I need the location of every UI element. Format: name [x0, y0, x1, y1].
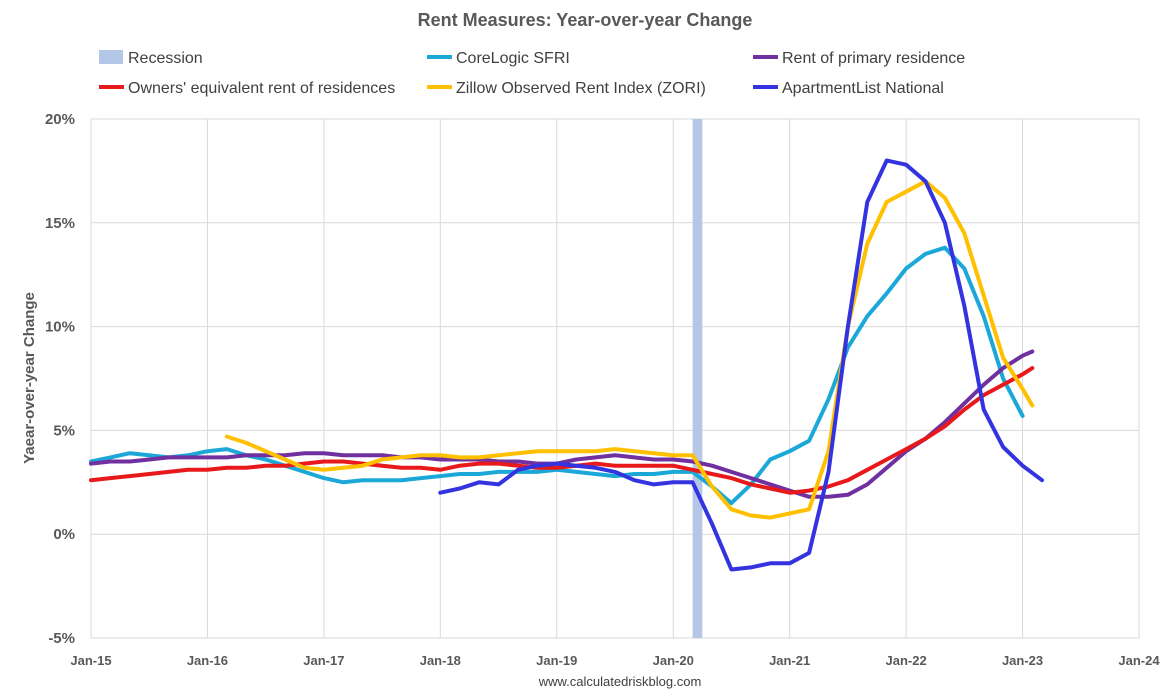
- y-tick-label-1: 0%: [53, 526, 75, 543]
- chart-title: Rent Measures: Year-over-year Change: [418, 10, 753, 30]
- gridlines: [90, 118, 1140, 639]
- y-axis-ticks: -5% 0% 5% 10% 15% 20%: [45, 111, 75, 647]
- legend-label-corelogic: CoreLogic SFRI: [456, 50, 570, 67]
- x-tick-label-6: Jan-21: [769, 653, 810, 668]
- plot-area: [90, 118, 1140, 639]
- x-tick-label-0: Jan-15: [70, 653, 111, 668]
- legend: Recession CoreLogic SFRI Rent of primary…: [99, 50, 965, 97]
- y-tick-label-0: -5%: [48, 630, 75, 647]
- legend-label-zori: Zillow Observed Rent Index (ZORI): [456, 80, 706, 97]
- series-line-3: [224, 179, 1035, 520]
- x-tick-label-7: Jan-22: [886, 653, 927, 668]
- y-tick-label-2: 5%: [53, 422, 75, 439]
- series-line-4: [438, 158, 1044, 572]
- x-tick-label-8: Jan-23: [1002, 653, 1043, 668]
- recession-band: [692, 119, 703, 638]
- series-line-1: [89, 349, 1035, 499]
- x-tick-label-4: Jan-19: [536, 653, 577, 668]
- legend-label-oer: Owners' equivalent rent of residences: [128, 80, 395, 97]
- legend-label-primary-rent: Rent of primary residence: [782, 50, 965, 67]
- legend-label-apartmentlist: ApartmentList National: [782, 80, 944, 97]
- x-tick-label-2: Jan-17: [303, 653, 344, 668]
- y-axis-label: Yaear-over-year Change: [21, 292, 38, 464]
- y-tick-label-4: 15%: [45, 215, 75, 232]
- x-tick-label-9: Jan-24: [1118, 653, 1160, 668]
- series-line-2: [89, 366, 1035, 495]
- x-tick-label-1: Jan-16: [187, 653, 228, 668]
- x-tick-label-3: Jan-18: [420, 653, 461, 668]
- legend-swatch-recession: [99, 50, 123, 64]
- series-layer: [89, 158, 1044, 572]
- legend-label-recession: Recession: [128, 50, 203, 67]
- y-tick-label-3: 10%: [45, 319, 75, 336]
- y-tick-label-5: 20%: [45, 111, 75, 128]
- source-footer: www.calculatedriskblog.com: [538, 674, 702, 689]
- recession-bar: [692, 119, 703, 638]
- x-tick-label-5: Jan-20: [653, 653, 694, 668]
- x-axis-ticks: Jan-15 Jan-16 Jan-17 Jan-18 Jan-19 Jan-20 Jan-…: [70, 653, 1160, 668]
